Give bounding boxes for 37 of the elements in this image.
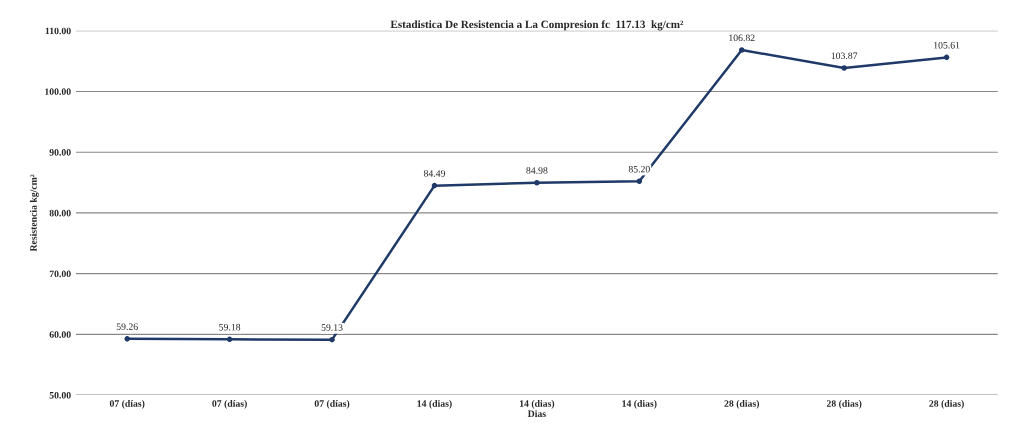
text: 84.49 — [423, 170, 445, 177]
point — [124, 336, 130, 342]
point — [841, 65, 847, 71]
x-tick-label: 14 (dias) — [417, 399, 452, 409]
text: 84.98 — [526, 167, 548, 174]
text: 59.18 — [219, 323, 241, 331]
point — [226, 336, 233, 343]
x-tick-label: 28 (dias) — [929, 399, 964, 409]
x-tick-label: 07 (días) — [109, 399, 145, 409]
y-tick-label: 70.00 — [49, 270, 71, 278]
point — [636, 178, 643, 185]
y-tick-label: 50.00 — [49, 392, 71, 399]
y-tick-label: 90.00 — [49, 149, 71, 156]
point — [431, 182, 438, 189]
text: 85.20 — [628, 165, 650, 173]
y-tick-label: 60.00 — [49, 331, 71, 338]
point — [329, 336, 335, 343]
x-tick-label: 07 (días) — [314, 399, 350, 409]
text: 105.61 — [934, 41, 960, 49]
x-tick-label: 14 (dias) — [519, 399, 555, 409]
y-tick-label: 110.00 — [45, 27, 71, 35]
y-axis-title: Resistencia kg/cm² — [29, 174, 39, 252]
text: 103.87 — [831, 52, 858, 60]
point — [943, 54, 950, 61]
y-tick-label: 100.00 — [45, 88, 71, 95]
point — [534, 179, 540, 186]
x-axis-title: Dias — [527, 410, 546, 418]
text: 106.82 — [729, 34, 755, 42]
chart-title: Estadistica De Resistencia a La Compresion fc 117.13 kg/cm² — [390, 20, 684, 31]
text: 59.13 — [321, 324, 343, 331]
point — [738, 47, 745, 53]
x-tick-label: 28 (dias) — [724, 399, 759, 409]
x-tick-label: 28 (dias) — [826, 399, 862, 409]
x-tick-label: 07 (días) — [212, 399, 247, 409]
x-tick-label: 14 (dias) — [622, 399, 657, 409]
text: 59.26 — [116, 323, 138, 330]
y-tick-label: 80.00 — [49, 209, 71, 217]
